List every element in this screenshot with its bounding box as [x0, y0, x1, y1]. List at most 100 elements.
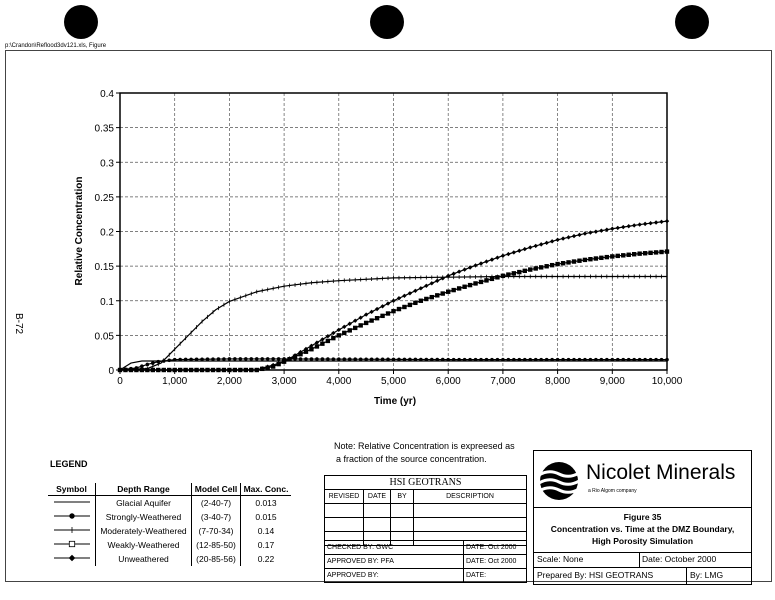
data-point	[254, 357, 259, 361]
data-point	[374, 316, 380, 321]
data-point	[588, 256, 593, 262]
revision-header: REVISED	[324, 489, 364, 504]
data-point	[637, 251, 642, 256]
data-point	[68, 554, 75, 562]
data-point	[156, 359, 161, 364]
data-point	[363, 320, 369, 326]
data-point	[210, 367, 216, 373]
data-point	[205, 357, 210, 361]
data-point	[560, 236, 566, 241]
legend-row: Moderately-Weathered (7-70-34) 0.14	[48, 524, 291, 538]
data-point	[325, 338, 331, 344]
data-point	[413, 300, 418, 306]
data-point	[298, 357, 303, 361]
data-point	[544, 357, 549, 362]
file-path: p:\Crandon\Reflood3dv121.xls, Figure	[5, 43, 107, 49]
data-point	[276, 357, 281, 361]
prepared-by: Prepared By: HSI GEOTRANS	[537, 570, 654, 580]
approved-date: DATE: Oct 2000	[463, 554, 527, 569]
data-point	[451, 271, 456, 276]
data-point	[260, 366, 265, 371]
data-point	[560, 261, 566, 266]
data-point	[429, 357, 434, 362]
x-axis-label: Time (yr)	[374, 396, 416, 407]
data-point	[402, 293, 407, 298]
data-point	[544, 264, 549, 269]
data-point	[659, 219, 664, 225]
data-point	[183, 357, 188, 362]
binder-hole	[370, 5, 404, 39]
data-point	[642, 221, 648, 227]
title-block: Nicolet Minerals a Rio Algom company Fig…	[533, 450, 752, 585]
data-point	[347, 357, 352, 361]
data-point	[396, 296, 402, 301]
data-point	[145, 362, 150, 367]
data-point	[495, 275, 500, 280]
data-point	[533, 243, 538, 249]
checked-date: DATE: Oct 2000	[463, 540, 527, 555]
data-point	[189, 357, 193, 362]
data-point	[512, 357, 516, 362]
series-moderately-weathered	[119, 274, 668, 372]
data-point	[216, 367, 221, 373]
data-point	[429, 281, 434, 286]
data-point	[216, 357, 221, 361]
legend-cell: (3-40-7)	[191, 510, 241, 524]
legend-cell: (7-70-34)	[191, 524, 241, 538]
y-tick-label: 0.4	[100, 89, 114, 100]
nicolet-logo-icon	[539, 462, 579, 500]
data-point	[292, 353, 298, 358]
data-point	[654, 357, 658, 362]
data-point	[380, 357, 385, 362]
x-tick-label: 2,000	[217, 376, 242, 387]
data-point	[424, 283, 429, 288]
data-point	[298, 349, 303, 355]
x-tick-label: 8,000	[545, 376, 570, 387]
data-point	[194, 367, 199, 373]
data-point	[489, 257, 495, 262]
data-point	[402, 357, 407, 362]
data-point	[68, 540, 75, 548]
legend-row: Strongly-Weathered (3-40-7) 0.015	[48, 510, 291, 524]
x-tick-label: 3,000	[272, 376, 297, 387]
data-point	[637, 357, 642, 362]
revision-header: BY	[390, 489, 414, 504]
data-point	[473, 281, 478, 286]
data-point	[309, 357, 314, 361]
legend-symbol-icon	[53, 540, 90, 548]
data-point	[249, 367, 254, 373]
data-point	[631, 252, 637, 257]
legend-row: Glacial Aquifer (2-40-7) 0.013	[48, 495, 291, 510]
data-point	[528, 267, 533, 272]
data-point	[555, 357, 560, 362]
data-point	[227, 357, 232, 361]
data-point	[544, 240, 549, 246]
data-point	[199, 367, 205, 373]
series-unweathered	[117, 218, 670, 373]
checked-by: CHECKED BY: GWC	[324, 540, 464, 555]
legend-header: Max. Conc.	[243, 484, 289, 494]
data-point	[599, 357, 604, 362]
legend-row: Weakly-Weathered (12-85-50) 0.17	[48, 538, 291, 552]
data-point	[593, 229, 599, 234]
data-point	[336, 327, 341, 333]
data-point	[517, 357, 522, 362]
legend-depth: Glacial Aquifer	[95, 495, 192, 510]
data-point	[435, 278, 440, 284]
data-point	[473, 357, 478, 362]
data-point	[325, 334, 331, 339]
legend-symbol-icon	[53, 554, 90, 562]
data-point	[653, 250, 659, 255]
legend-max: 0.17	[257, 540, 275, 550]
data-point	[358, 323, 363, 328]
data-point	[413, 357, 418, 362]
legend-max: 0.22	[257, 554, 275, 564]
data-point	[309, 343, 314, 348]
data-point	[314, 344, 320, 349]
data-point	[610, 226, 615, 231]
data-point	[386, 357, 390, 362]
data-point	[156, 367, 161, 373]
drawn-by: By: LMG	[690, 570, 724, 580]
data-point	[571, 259, 577, 264]
data-point	[369, 357, 374, 362]
